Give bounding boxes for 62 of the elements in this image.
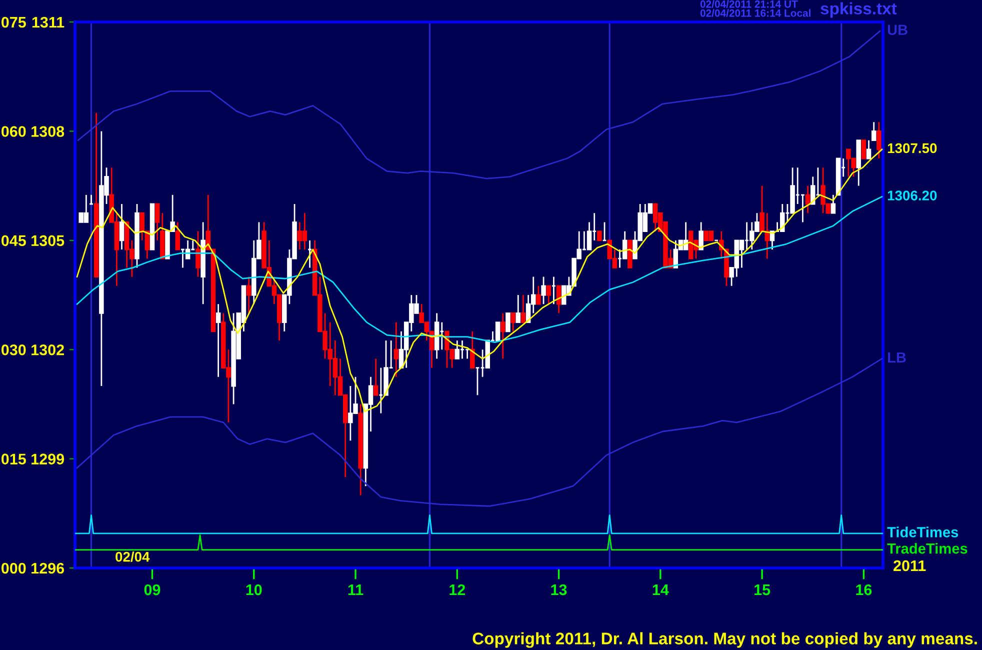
- candlestick: [216, 303, 221, 378]
- candlestick: [698, 222, 704, 250]
- y2-tick-label: 000: [2, 562, 26, 574]
- candlestick: [516, 294, 520, 323]
- y-tick-label: 1308: [32, 126, 64, 137]
- x-tick-label: 11: [348, 584, 364, 596]
- candlestick: [506, 312, 510, 332]
- y-tick-label: 1305: [32, 235, 64, 246]
- candlestick: [154, 203, 160, 242]
- x-tick-label: 10: [246, 584, 262, 596]
- candlestick: [454, 340, 460, 360]
- x-tick-label: 14: [652, 584, 669, 596]
- y2-tick-label: 030: [2, 344, 26, 356]
- x-tick-label: 16: [856, 584, 872, 596]
- candlestick: [470, 330, 475, 368]
- candlestick: [196, 230, 200, 278]
- candlestick: [119, 203, 124, 250]
- y2-tick-label: 015: [2, 454, 26, 464]
- candlestick: [373, 358, 378, 396]
- candlestick: [495, 322, 500, 342]
- text: 2011: [894, 560, 926, 572]
- y-tick-label: 1311: [32, 16, 64, 28]
- candlestick: [546, 285, 551, 305]
- y2-tick-label: 075: [2, 16, 26, 28]
- x-tick-label: 09: [144, 584, 160, 596]
- candlestick: [510, 312, 516, 332]
- annotation: 02/04: [116, 552, 150, 562]
- x-tick-label: 15: [754, 584, 770, 596]
- candlestick: [871, 121, 876, 141]
- series-label: TideTimes: [887, 526, 958, 538]
- candlestick: [500, 312, 506, 360]
- series-label: UB: [888, 24, 908, 36]
- candlestick: [861, 140, 866, 160]
- candlestick: [520, 294, 526, 323]
- series-label: TradeTimes: [887, 543, 968, 554]
- candlestick: [622, 230, 628, 260]
- candlestick: [876, 121, 882, 160]
- candlestick: [830, 194, 836, 214]
- candlestick: [586, 222, 592, 250]
- x-tick-label: 13: [551, 584, 567, 596]
- data-label: 1306.20: [888, 190, 937, 200]
- candlestick: [597, 230, 602, 242]
- candlestick: [541, 276, 546, 305]
- text: 02/04/2011 21:14 UT: [700, 0, 798, 8]
- series-label: LB: [888, 352, 906, 362]
- candlestick: [246, 276, 252, 314]
- y-tick-label: 1296: [32, 562, 64, 574]
- text: 1307.50: [888, 143, 937, 154]
- x-tick-label: 12: [450, 584, 466, 596]
- candlestick: [556, 285, 562, 314]
- candlestick: [805, 185, 810, 214]
- candlestick: [394, 322, 399, 378]
- y2-tick-label: 045: [2, 235, 26, 246]
- text: spkiss.txt: [820, 2, 897, 18]
- text: Copyright 2011, Dr. Al Larson. May not be copied by any means.: [472, 632, 977, 648]
- text: 02/04/2011 16:14 Local: [700, 9, 810, 17]
- candlestick: [536, 285, 541, 305]
- candlestick: [175, 222, 180, 250]
- y-tick-label: 1302: [32, 344, 64, 356]
- y2-tick-label: 060: [2, 126, 26, 137]
- candlestick: [866, 140, 872, 160]
- y-tick-label: 1299: [32, 454, 64, 464]
